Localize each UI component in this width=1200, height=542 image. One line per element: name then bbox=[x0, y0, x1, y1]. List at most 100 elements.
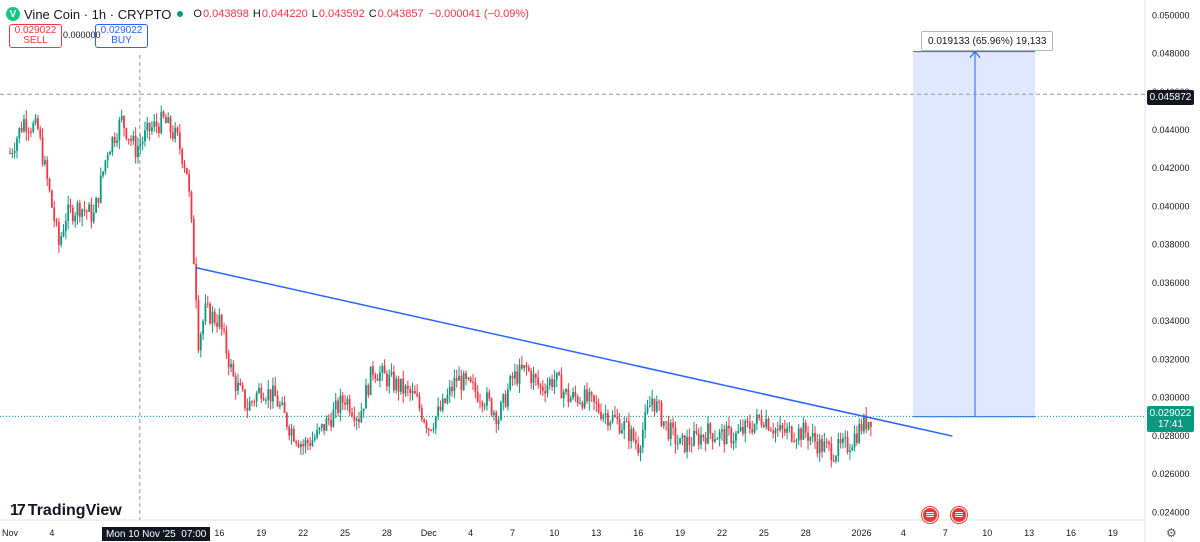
candle-body bbox=[565, 389, 567, 392]
candle-body bbox=[472, 381, 474, 383]
candle-body bbox=[862, 415, 865, 432]
candle-body bbox=[486, 392, 488, 406]
sell-button[interactable]: 0.029022 SELL bbox=[9, 24, 62, 48]
x-tick-label: 28 bbox=[382, 528, 392, 538]
x-tick-label: 16 bbox=[633, 528, 643, 538]
candle-body bbox=[146, 122, 149, 131]
candle-body bbox=[493, 412, 495, 416]
candle-body bbox=[779, 425, 782, 431]
candle-body bbox=[206, 303, 209, 305]
candle-body bbox=[185, 168, 188, 175]
candle-body bbox=[320, 424, 323, 428]
candle-body bbox=[62, 231, 65, 237]
candle-body bbox=[607, 413, 609, 426]
candle-body bbox=[546, 385, 549, 394]
candle-body bbox=[604, 413, 607, 416]
x-tick-label: 4 bbox=[901, 528, 906, 538]
candle-body bbox=[34, 118, 37, 124]
candle-body bbox=[807, 432, 809, 441]
candle-body bbox=[276, 396, 279, 407]
candle-body bbox=[427, 428, 430, 430]
candle-body bbox=[595, 401, 598, 404]
candle-body bbox=[502, 394, 505, 403]
candle-body bbox=[260, 387, 263, 399]
candle-body bbox=[39, 129, 42, 138]
candle-body bbox=[832, 460, 835, 462]
candle-body bbox=[716, 438, 719, 440]
candle-body bbox=[755, 414, 758, 424]
candle-body bbox=[265, 399, 267, 401]
candle-body bbox=[309, 442, 312, 446]
x-tick-label: 19 bbox=[1108, 528, 1118, 538]
candle-body bbox=[560, 374, 563, 399]
candle-body bbox=[474, 382, 477, 392]
x-tick-label: 25 bbox=[759, 528, 769, 538]
candle-body bbox=[209, 303, 211, 324]
candle-body bbox=[30, 131, 32, 133]
candle-body bbox=[842, 438, 844, 444]
candle-body bbox=[323, 424, 325, 431]
buy-button[interactable]: 0.029022 BUY bbox=[95, 24, 148, 48]
candle-body bbox=[188, 174, 191, 192]
candle-body bbox=[423, 419, 426, 423]
us-event-flag-icon[interactable] bbox=[922, 507, 938, 523]
candle-body bbox=[220, 315, 223, 329]
candle-body bbox=[709, 423, 712, 434]
candle-body bbox=[167, 117, 170, 124]
candle-body bbox=[141, 141, 144, 144]
candle-body bbox=[304, 440, 307, 447]
candle-body bbox=[467, 377, 470, 379]
candle-body bbox=[353, 415, 356, 421]
candle-body bbox=[686, 436, 688, 452]
candle-body bbox=[527, 367, 530, 371]
y-tick-label: 0.036000 bbox=[1152, 278, 1190, 288]
candle-body bbox=[183, 163, 186, 169]
candle-body bbox=[627, 421, 630, 442]
candle-body bbox=[602, 415, 605, 419]
trendline bbox=[195, 266, 953, 437]
x-tick-label: 16 bbox=[1066, 528, 1076, 538]
candle-body bbox=[25, 119, 28, 132]
open-value: 0.043898 bbox=[202, 8, 249, 20]
candle-body bbox=[562, 391, 565, 399]
change-value: −0.000041 (−0.09%) bbox=[428, 8, 529, 20]
candle-body bbox=[123, 115, 125, 129]
x-tick-label: 4 bbox=[468, 528, 473, 538]
candle-body bbox=[158, 126, 160, 134]
candle-body bbox=[116, 140, 118, 144]
candle-body bbox=[690, 444, 693, 446]
candle-body bbox=[358, 418, 360, 423]
candle-body bbox=[621, 429, 623, 434]
candle-body bbox=[679, 438, 681, 444]
candle-body bbox=[278, 404, 281, 407]
candle-body bbox=[253, 401, 256, 403]
y-tick-label: 0.026000 bbox=[1152, 469, 1190, 479]
candle-body bbox=[676, 443, 679, 445]
gear-icon[interactable]: ⚙ bbox=[1166, 526, 1177, 540]
candle-body bbox=[283, 402, 286, 413]
candle-body bbox=[704, 437, 707, 444]
candle-body bbox=[534, 374, 537, 378]
x-tick-label: Dec bbox=[421, 528, 438, 538]
candle-body bbox=[32, 123, 35, 132]
candle-body bbox=[367, 385, 370, 396]
candle-body bbox=[16, 138, 18, 151]
y-tick-label: 0.034000 bbox=[1152, 316, 1190, 326]
candle-body bbox=[369, 366, 372, 396]
crosshair-price-text: 0.045872 bbox=[1149, 92, 1192, 103]
us-event-flag-icon[interactable] bbox=[951, 507, 967, 523]
candle-body bbox=[348, 398, 351, 413]
candle-body bbox=[437, 406, 440, 417]
candle-body bbox=[786, 427, 789, 433]
candle-body bbox=[153, 121, 156, 128]
symbol-title[interactable]: Vine Coin · 1h · CRYPTO bbox=[24, 6, 172, 22]
candle-body bbox=[418, 396, 421, 408]
candle-body bbox=[497, 419, 500, 425]
candle-body bbox=[544, 390, 547, 394]
tradingview-logo[interactable]: 17 TradingView bbox=[10, 502, 122, 520]
candle-body bbox=[707, 423, 709, 444]
candle-body bbox=[816, 441, 819, 454]
candle-body bbox=[558, 372, 560, 375]
candle-body bbox=[630, 429, 633, 442]
